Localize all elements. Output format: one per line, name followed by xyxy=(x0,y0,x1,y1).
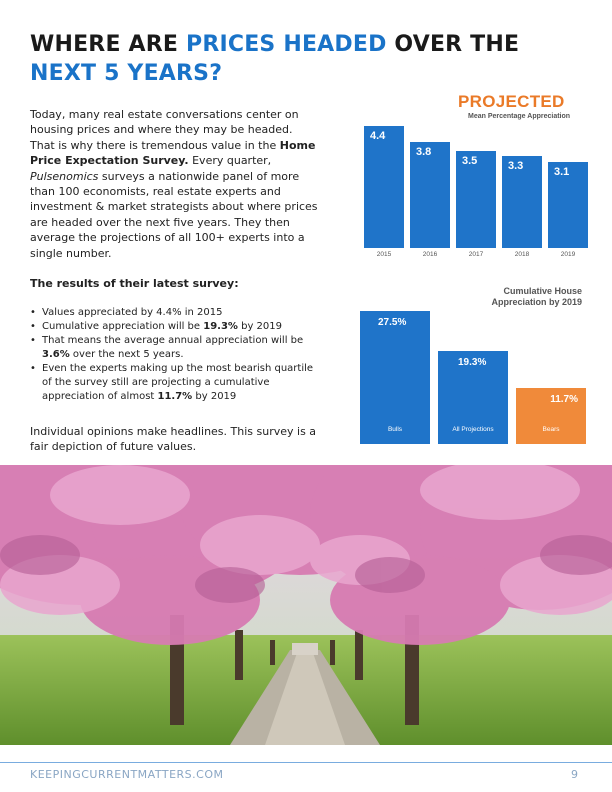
list-item: Cumulative appreciation will be 19.3% by… xyxy=(30,320,320,334)
bullet-text-end: by 2019 xyxy=(192,391,237,402)
title-part2: OVER THE xyxy=(386,32,520,57)
closing-paragraph: Individual opinions make headlines. This… xyxy=(30,425,317,454)
bullet-text: That means the average annual appreciati… xyxy=(42,335,304,346)
list-item: That means the average annual appreciati… xyxy=(30,334,320,362)
intro-paragraph: Today, many real estate conversations ce… xyxy=(30,107,318,261)
intro-italic: Pulsenomics xyxy=(30,169,99,183)
chart-bar: 11.7% xyxy=(516,387,586,444)
bar-value-label: 19.3% xyxy=(458,356,487,368)
intro-text-1: Today, many real estate conversations ce… xyxy=(30,108,299,152)
footer-divider xyxy=(0,762,612,763)
page-number: 9 xyxy=(571,768,578,781)
photo-illustration xyxy=(0,465,612,745)
bar-value-label: 3.5 xyxy=(462,154,478,167)
list-item: Values appreciated by 4.4% in 2015 xyxy=(30,306,320,320)
bullet-text: Values appreciated by 4.4% in 2015 xyxy=(42,307,223,318)
chart-bar: 27.5% xyxy=(360,311,430,444)
bullet-bold: 11.7% xyxy=(157,391,193,402)
cherry-blossom-photo xyxy=(0,465,612,745)
bullet-text-end: over the next 5 years. xyxy=(69,349,184,360)
title-line2: NEXT 5 YEARS? xyxy=(30,61,223,86)
footer-site-link[interactable]: KEEPINGCURRENTMATTERS.COM xyxy=(30,768,224,781)
chart-subtitle: Mean Percentage Appreciation xyxy=(468,113,571,120)
bullet-bold: 3.6% xyxy=(42,349,70,360)
bullet-text: Even the experts making up the most bear… xyxy=(42,363,314,402)
intro-text-2: Every quarter, xyxy=(188,154,272,168)
list-item: Even the experts making up the most bear… xyxy=(30,362,320,404)
results-list: Values appreciated by 4.4% in 2015 Cumul… xyxy=(30,306,320,404)
title-highlight: PRICES HEADED xyxy=(186,32,387,57)
x-tick-label: 2017 xyxy=(468,251,484,258)
bar-value-label: 4.4 xyxy=(370,129,386,142)
bullet-bold: 19.3% xyxy=(203,321,238,332)
cumulative-chart: Cumulative House Appreciation by 2019 27… xyxy=(358,286,588,446)
intro-text-3: surveys a nationwide panel of more than … xyxy=(30,169,318,260)
chart-bar: 4.4 xyxy=(364,125,404,248)
x-tick-label: 2018 xyxy=(514,251,530,258)
bar-value-label: 3.3 xyxy=(508,160,524,173)
bar-value-label: 11.7% xyxy=(550,393,578,405)
x-tick-label: All Projections xyxy=(452,426,494,433)
chart-title: PROJECTED xyxy=(458,92,565,111)
chart-bar: 19.3% xyxy=(438,350,508,444)
chart-bar: 3.3 xyxy=(502,156,542,248)
chart-bar: 3.1 xyxy=(548,161,588,248)
bar-value-label: 3.8 xyxy=(416,146,432,159)
bullet-text: Cumulative appreciation will be xyxy=(42,321,204,332)
intro-bold: Home Price Expectation Survey. xyxy=(30,138,316,168)
bar-value-label: 27.5% xyxy=(378,317,407,329)
title-part1: WHERE ARE xyxy=(30,32,186,57)
bar-value-label: 3.1 xyxy=(554,165,570,178)
x-tick-label: 2015 xyxy=(376,251,392,258)
chart-title: Cumulative House Appreciation by 2019 xyxy=(491,286,582,307)
x-tick-label: Bulls xyxy=(387,426,403,433)
projected-chart: PROJECTED Mean Percentage Appreciation 4… xyxy=(358,88,588,264)
x-tick-label: 2019 xyxy=(560,251,576,258)
chart-bar: 3.8 xyxy=(410,142,450,248)
chart-bar: 3.5 xyxy=(456,150,496,248)
x-tick-label: Bears xyxy=(542,426,560,433)
bullet-text-end: by 2019 xyxy=(237,321,283,332)
results-heading: The results of their latest survey: xyxy=(30,277,239,290)
page-title: WHERE ARE PRICES HEADED OVER THE NEXT 5 … xyxy=(30,30,570,88)
x-tick-label: 2016 xyxy=(422,251,438,258)
